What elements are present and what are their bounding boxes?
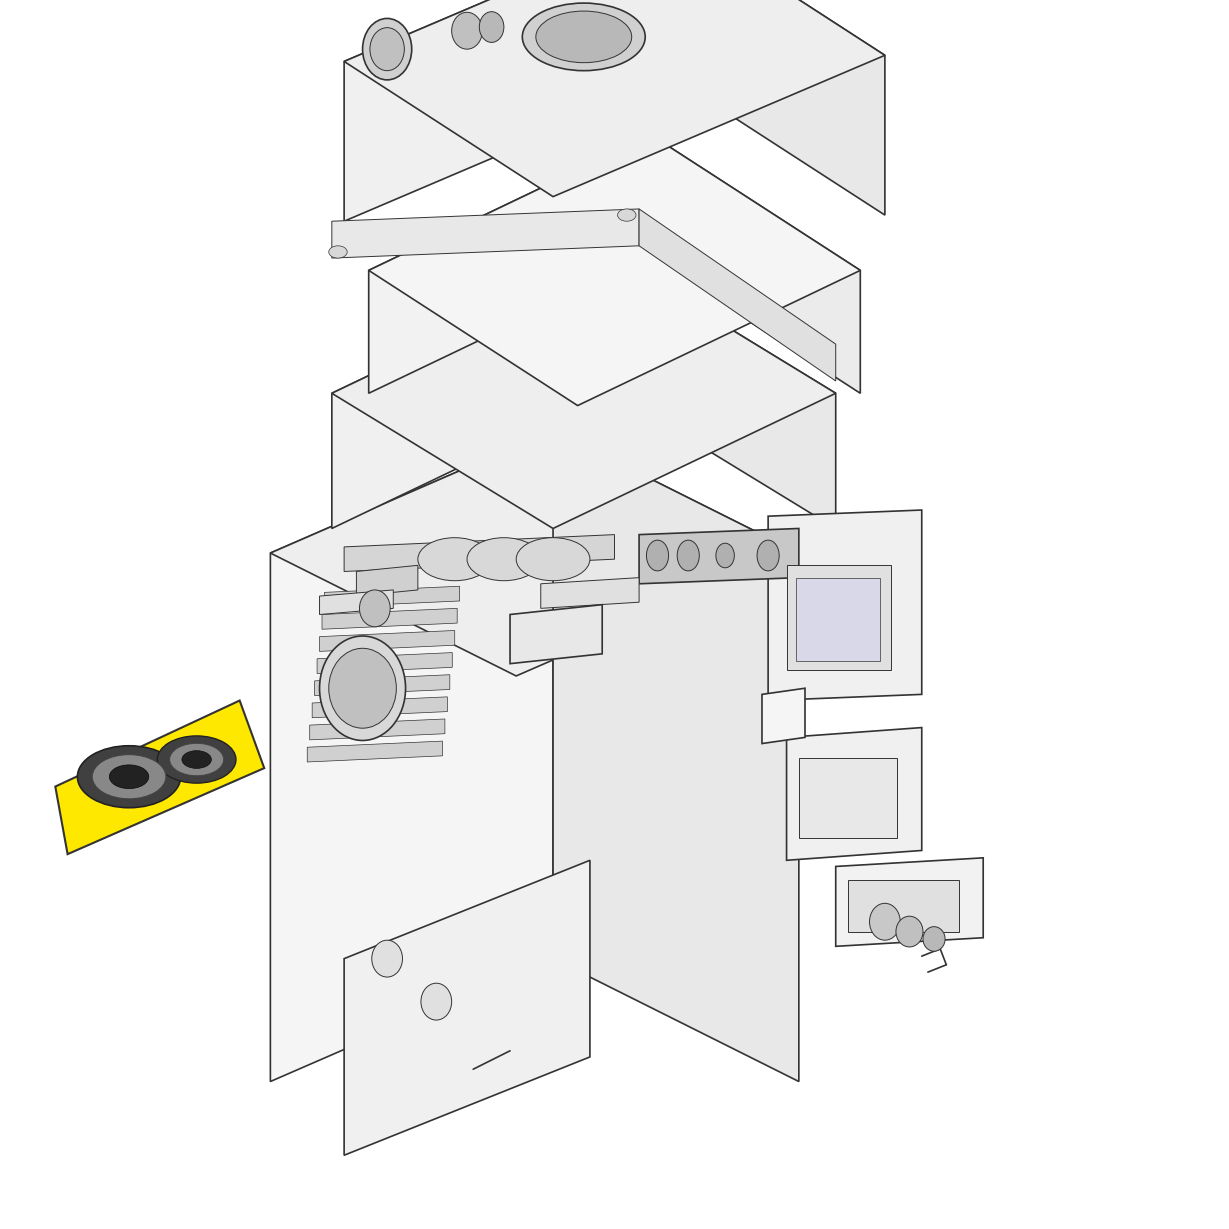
Polygon shape <box>369 135 860 406</box>
Polygon shape <box>836 858 983 946</box>
Ellipse shape <box>715 543 734 568</box>
Polygon shape <box>317 653 452 673</box>
Polygon shape <box>315 675 450 696</box>
Polygon shape <box>639 528 799 584</box>
Bar <box>799 758 897 838</box>
Polygon shape <box>344 0 676 221</box>
Polygon shape <box>676 0 885 215</box>
Polygon shape <box>787 728 922 860</box>
Ellipse shape <box>329 246 347 258</box>
Ellipse shape <box>182 751 211 768</box>
Ellipse shape <box>522 4 645 70</box>
Ellipse shape <box>757 541 779 570</box>
Ellipse shape <box>467 537 541 581</box>
Polygon shape <box>344 860 590 1155</box>
Ellipse shape <box>359 590 390 627</box>
Polygon shape <box>322 608 457 629</box>
Polygon shape <box>55 701 264 854</box>
Polygon shape <box>310 719 445 740</box>
Polygon shape <box>332 258 614 528</box>
Polygon shape <box>324 586 460 607</box>
Ellipse shape <box>646 541 669 570</box>
Ellipse shape <box>617 209 637 221</box>
Polygon shape <box>553 430 799 1082</box>
Ellipse shape <box>371 940 403 977</box>
Ellipse shape <box>170 744 224 775</box>
Ellipse shape <box>92 755 166 799</box>
Polygon shape <box>614 258 836 528</box>
Ellipse shape <box>157 736 236 783</box>
Ellipse shape <box>677 541 699 570</box>
Ellipse shape <box>77 746 181 807</box>
Polygon shape <box>344 535 614 571</box>
Polygon shape <box>768 510 922 701</box>
Polygon shape <box>307 741 442 762</box>
Polygon shape <box>320 590 393 614</box>
Ellipse shape <box>536 11 632 63</box>
Polygon shape <box>541 578 639 608</box>
Polygon shape <box>270 430 553 1082</box>
Polygon shape <box>320 630 455 651</box>
Ellipse shape <box>320 637 406 741</box>
Polygon shape <box>762 688 805 744</box>
Polygon shape <box>639 209 836 381</box>
Text: DISCOUNT POOL MART: DISCOUNT POOL MART <box>472 623 757 643</box>
Ellipse shape <box>451 12 482 49</box>
Ellipse shape <box>923 927 945 951</box>
Polygon shape <box>369 135 651 393</box>
Ellipse shape <box>328 649 396 728</box>
Polygon shape <box>332 209 639 258</box>
Ellipse shape <box>363 18 412 80</box>
Ellipse shape <box>896 917 923 948</box>
Bar <box>787 565 891 670</box>
Polygon shape <box>510 605 602 664</box>
Ellipse shape <box>109 764 149 789</box>
Bar <box>796 578 880 661</box>
Polygon shape <box>651 135 860 393</box>
Ellipse shape <box>420 983 451 1020</box>
Ellipse shape <box>479 12 504 42</box>
Polygon shape <box>270 430 799 676</box>
Polygon shape <box>312 697 447 718</box>
Polygon shape <box>344 0 885 197</box>
Polygon shape <box>332 258 836 528</box>
Polygon shape <box>356 565 418 596</box>
Ellipse shape <box>516 537 590 581</box>
Ellipse shape <box>870 903 900 940</box>
Ellipse shape <box>370 28 404 70</box>
Text: dpm: dpm <box>549 564 680 616</box>
Bar <box>848 880 959 932</box>
Text: SWIMMING POOL & SPA SUPPLIES & EQUIPMENT: SWIMMING POOL & SPA SUPPLIES & EQUIPMENT <box>497 655 732 665</box>
Ellipse shape <box>418 537 492 581</box>
